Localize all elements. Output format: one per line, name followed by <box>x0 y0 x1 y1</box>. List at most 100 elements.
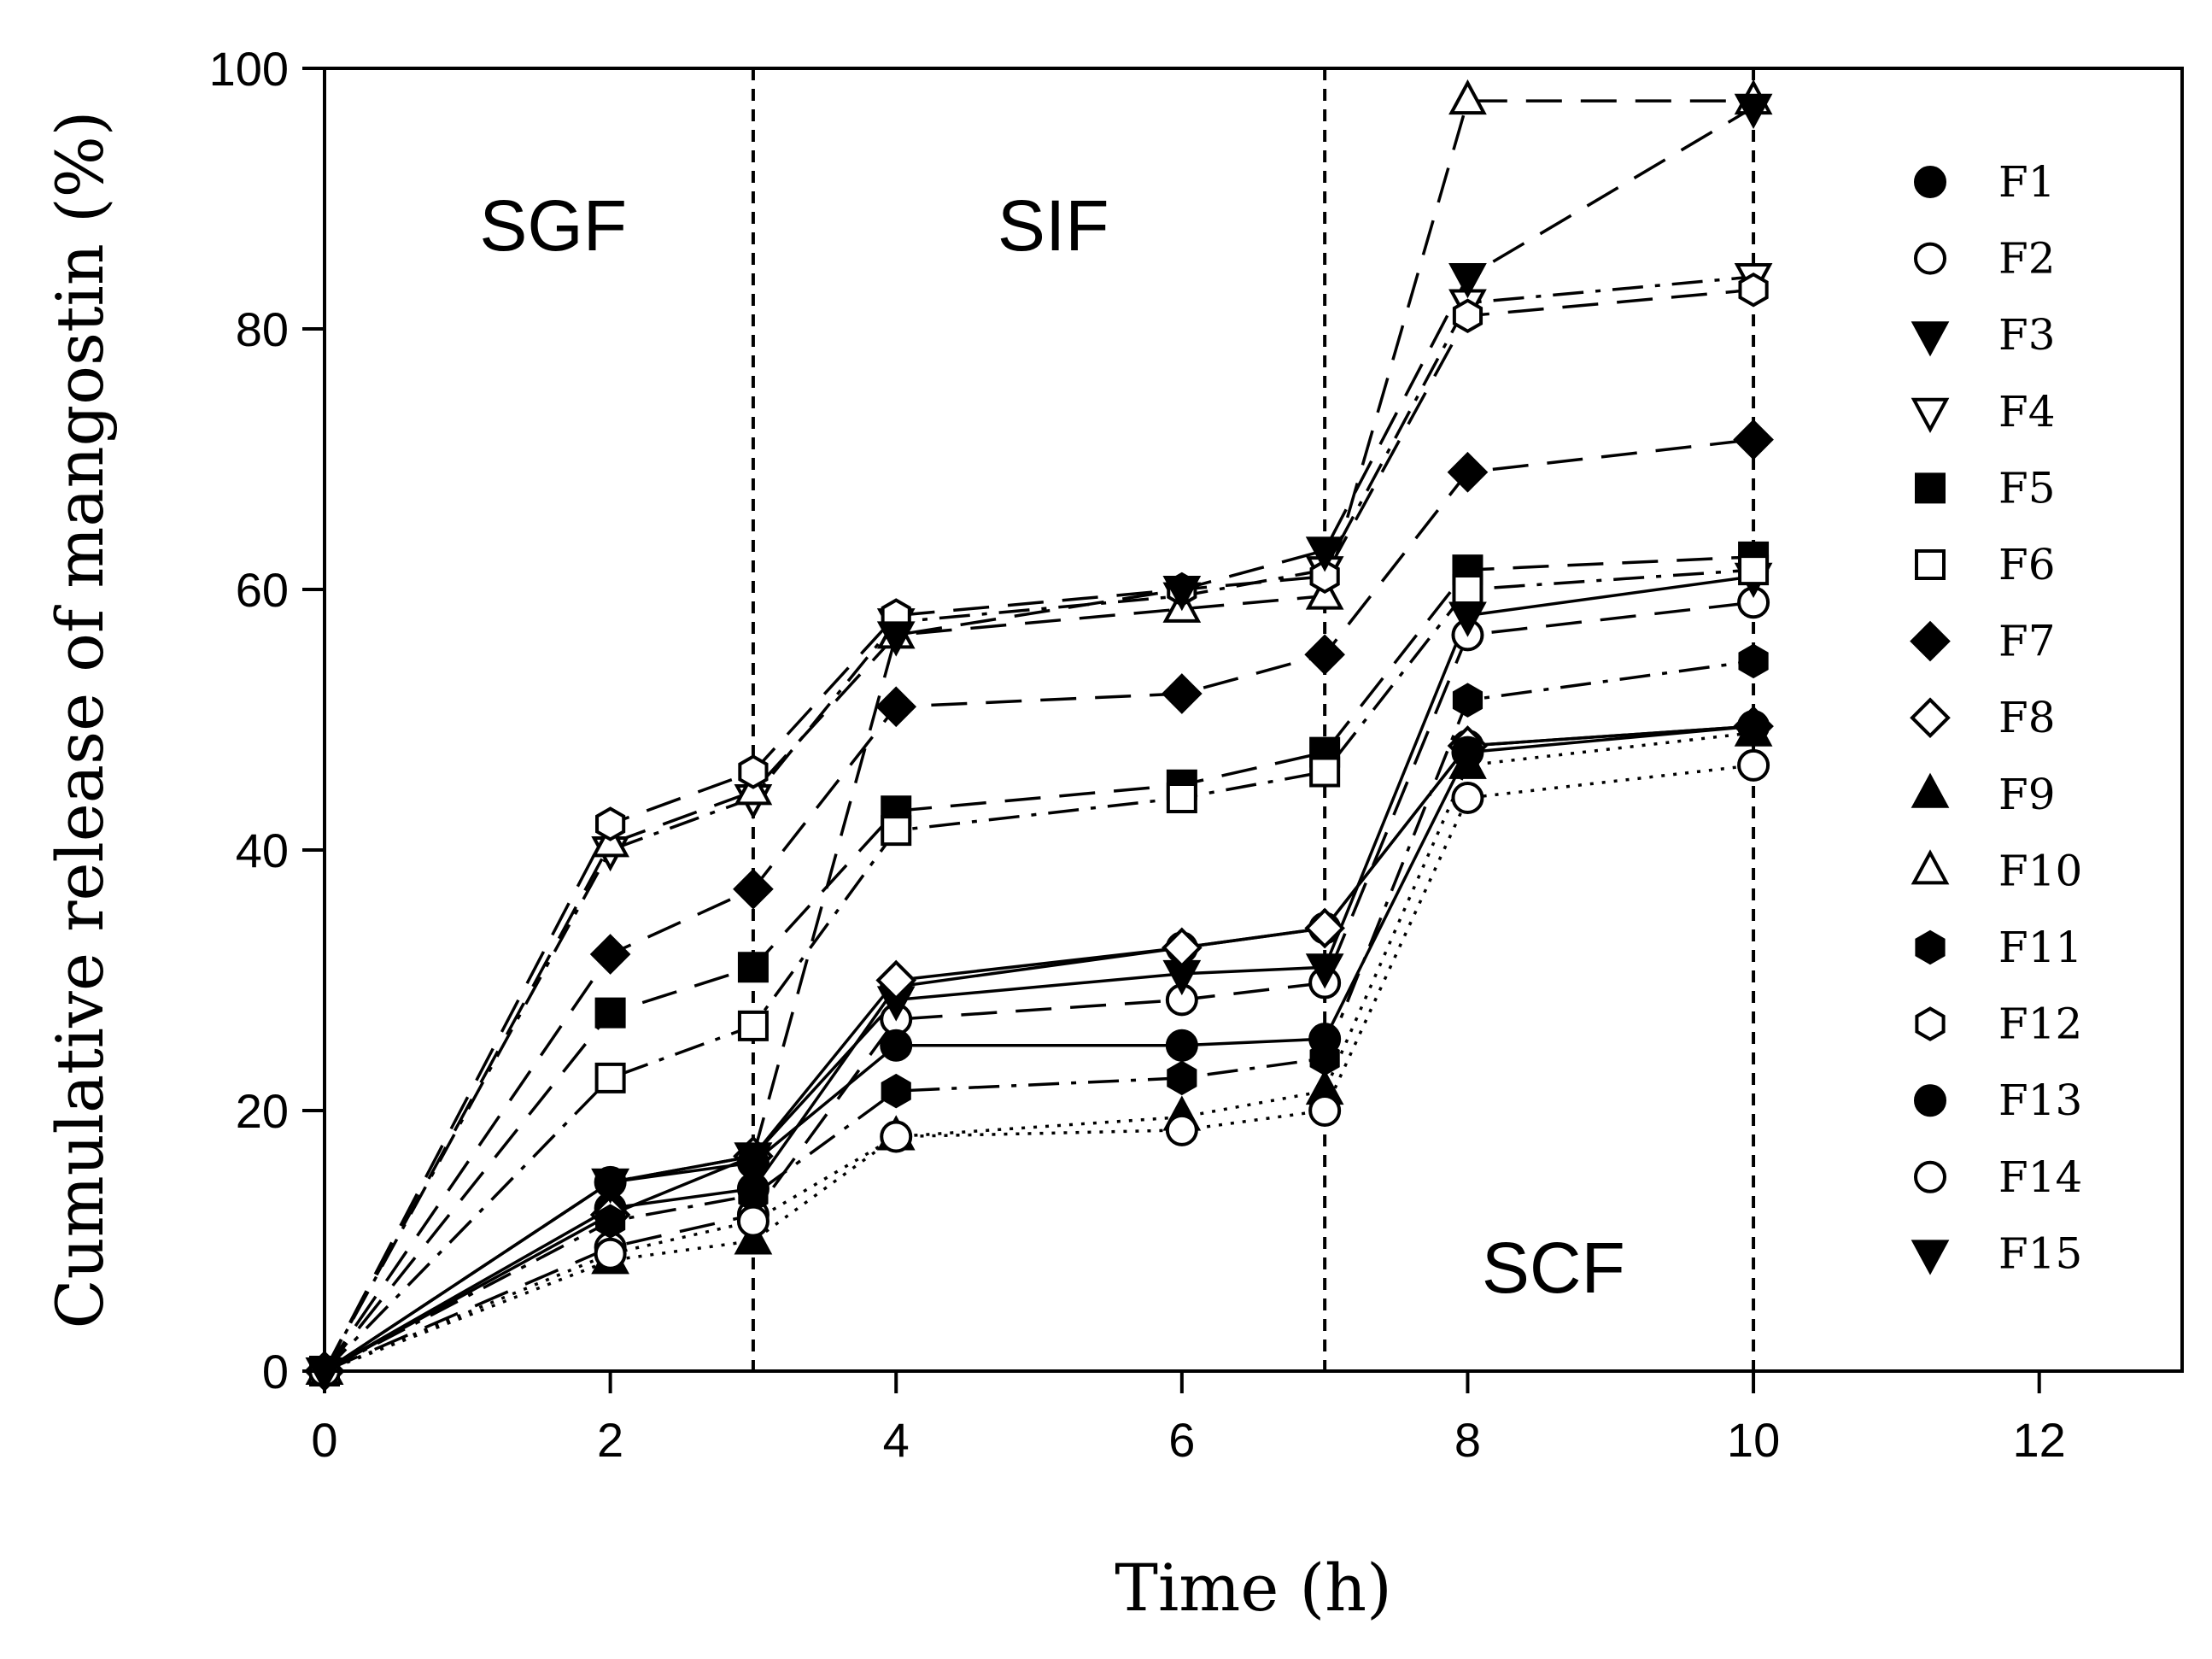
legend-marker-f8 <box>1910 697 1951 739</box>
data-point-f15 <box>1162 576 1202 612</box>
data-point-f14 <box>1165 1113 1198 1146</box>
y-tick-label: 80 <box>236 302 289 356</box>
legend-marker-f1 <box>1914 166 1946 198</box>
legend-label: F1 <box>1998 157 2056 207</box>
x-tick-label: 10 <box>1727 1413 1780 1467</box>
data-point-f5 <box>594 997 626 1029</box>
data-point-f11 <box>881 1073 911 1109</box>
legend-marker-f7 <box>1910 620 1951 662</box>
x-axis-title: Time (h) <box>1115 1550 1391 1626</box>
y-tick-label: 0 <box>262 1345 289 1398</box>
data-point-f11 <box>1452 683 1483 718</box>
data-point-f8 <box>1304 907 1345 949</box>
series-line-f10 <box>323 99 1754 1372</box>
data-point-f13 <box>1308 1023 1342 1056</box>
legend-marker-f11 <box>1915 929 1946 965</box>
data-point-f14 <box>880 1120 913 1153</box>
x-tick-label: 8 <box>1454 1413 1481 1467</box>
data-point-f7 <box>1447 451 1489 493</box>
data-point-f11 <box>595 1204 626 1239</box>
y-tick-label: 20 <box>236 1084 289 1138</box>
data-point-f6 <box>1738 554 1770 586</box>
legend-label: F5 <box>1998 463 2056 513</box>
series-line-f12 <box>323 288 1754 1372</box>
data-point-f11 <box>1738 643 1769 679</box>
data-point-f12 <box>595 806 626 841</box>
phase-label: SCF <box>1482 1228 1625 1308</box>
legend-label: F2 <box>1998 234 2056 284</box>
series-line-f2 <box>324 601 1754 1373</box>
x-tick-label: 4 <box>883 1413 910 1467</box>
data-point-f15 <box>876 621 916 657</box>
data-point-f13 <box>1165 1029 1198 1062</box>
axes: 0 2 4 6 8 10 12 0 20 40 60 80 100 <box>209 42 2066 1467</box>
data-point-f12 <box>1452 298 1483 334</box>
data-point-f12 <box>1738 272 1769 308</box>
data-point-f6 <box>1166 783 1197 813</box>
series-line-f13 <box>324 724 1754 1373</box>
phase-labels: SGF SIF SCF <box>479 185 1624 1308</box>
phase-label: SGF <box>479 185 627 266</box>
legend-label: F3 <box>1998 310 2056 360</box>
series-line-f5 <box>323 555 1754 1373</box>
legend-label: F9 <box>1998 770 2056 819</box>
legend-label: F8 <box>1998 693 2056 742</box>
data-point-f7 <box>1733 419 1774 460</box>
data-point-f14 <box>1737 748 1770 782</box>
legend-marker-f15 <box>1911 1240 1950 1275</box>
y-tick-label: 60 <box>236 563 289 617</box>
legend-label: F4 <box>1998 387 2056 437</box>
data-point-f5 <box>737 952 769 983</box>
legend-marker-f3 <box>1911 321 1950 357</box>
data-point-f13 <box>880 1029 913 1062</box>
series-lines <box>323 99 1754 1373</box>
data-point-f13 <box>1451 736 1484 769</box>
data-point-f14 <box>736 1205 770 1238</box>
data-point-f15 <box>1734 93 1773 129</box>
x-tick-label: 2 <box>597 1413 623 1467</box>
data-point-f12 <box>1309 559 1340 595</box>
data-point-f7 <box>875 686 917 728</box>
y-axis-title: Cumulative release of mangostin (%) <box>42 111 118 1329</box>
data-point-f12 <box>738 754 769 789</box>
data-point-f15 <box>1305 536 1344 572</box>
data-point-f7 <box>1304 634 1345 676</box>
legend-marker-f10 <box>1911 849 1950 885</box>
legend-marker-f13 <box>1914 1084 1946 1117</box>
data-point-f6 <box>881 815 912 847</box>
series-line-f4 <box>323 275 1754 1372</box>
data-point-f15 <box>1448 263 1487 299</box>
legend-marker-f14 <box>1914 1160 1946 1193</box>
data-point-f6 <box>737 1010 769 1041</box>
legend-marker-f9 <box>1911 772 1950 808</box>
phase-label: SIF <box>998 185 1109 266</box>
data-point-f6 <box>594 1062 626 1093</box>
data-point-f7 <box>589 934 631 975</box>
data-point-f15 <box>734 1142 773 1178</box>
data-point-f8 <box>1162 927 1203 969</box>
data-point-f10 <box>1448 79 1487 115</box>
data-point-f3 <box>1305 953 1344 989</box>
data-point-f13 <box>1737 710 1770 743</box>
legend-marker-f6 <box>1915 549 1946 580</box>
y-tick-label: 40 <box>236 824 289 877</box>
legend-label: F11 <box>1998 923 2082 972</box>
legend-label: F12 <box>1998 1000 2082 1049</box>
legend-label: F13 <box>1998 1076 2082 1125</box>
series-line-f8 <box>324 724 1754 1373</box>
series-markers <box>304 79 1774 1393</box>
data-point-f14 <box>1451 782 1484 814</box>
data-point-f6 <box>1452 574 1483 605</box>
y-tick-label: 100 <box>209 42 289 96</box>
x-tick-label: 0 <box>311 1413 337 1467</box>
data-point-f6 <box>1309 756 1341 788</box>
series-line-f15 <box>324 106 1754 1373</box>
series-line-f11 <box>324 659 1754 1373</box>
data-point-f7 <box>733 868 774 910</box>
legend-label: F6 <box>1998 540 2056 589</box>
x-tick-label: 12 <box>2013 1413 2066 1467</box>
data-point-f15 <box>591 1168 629 1205</box>
series-line-f6 <box>323 568 1754 1373</box>
x-tick-label: 6 <box>1168 1413 1195 1467</box>
